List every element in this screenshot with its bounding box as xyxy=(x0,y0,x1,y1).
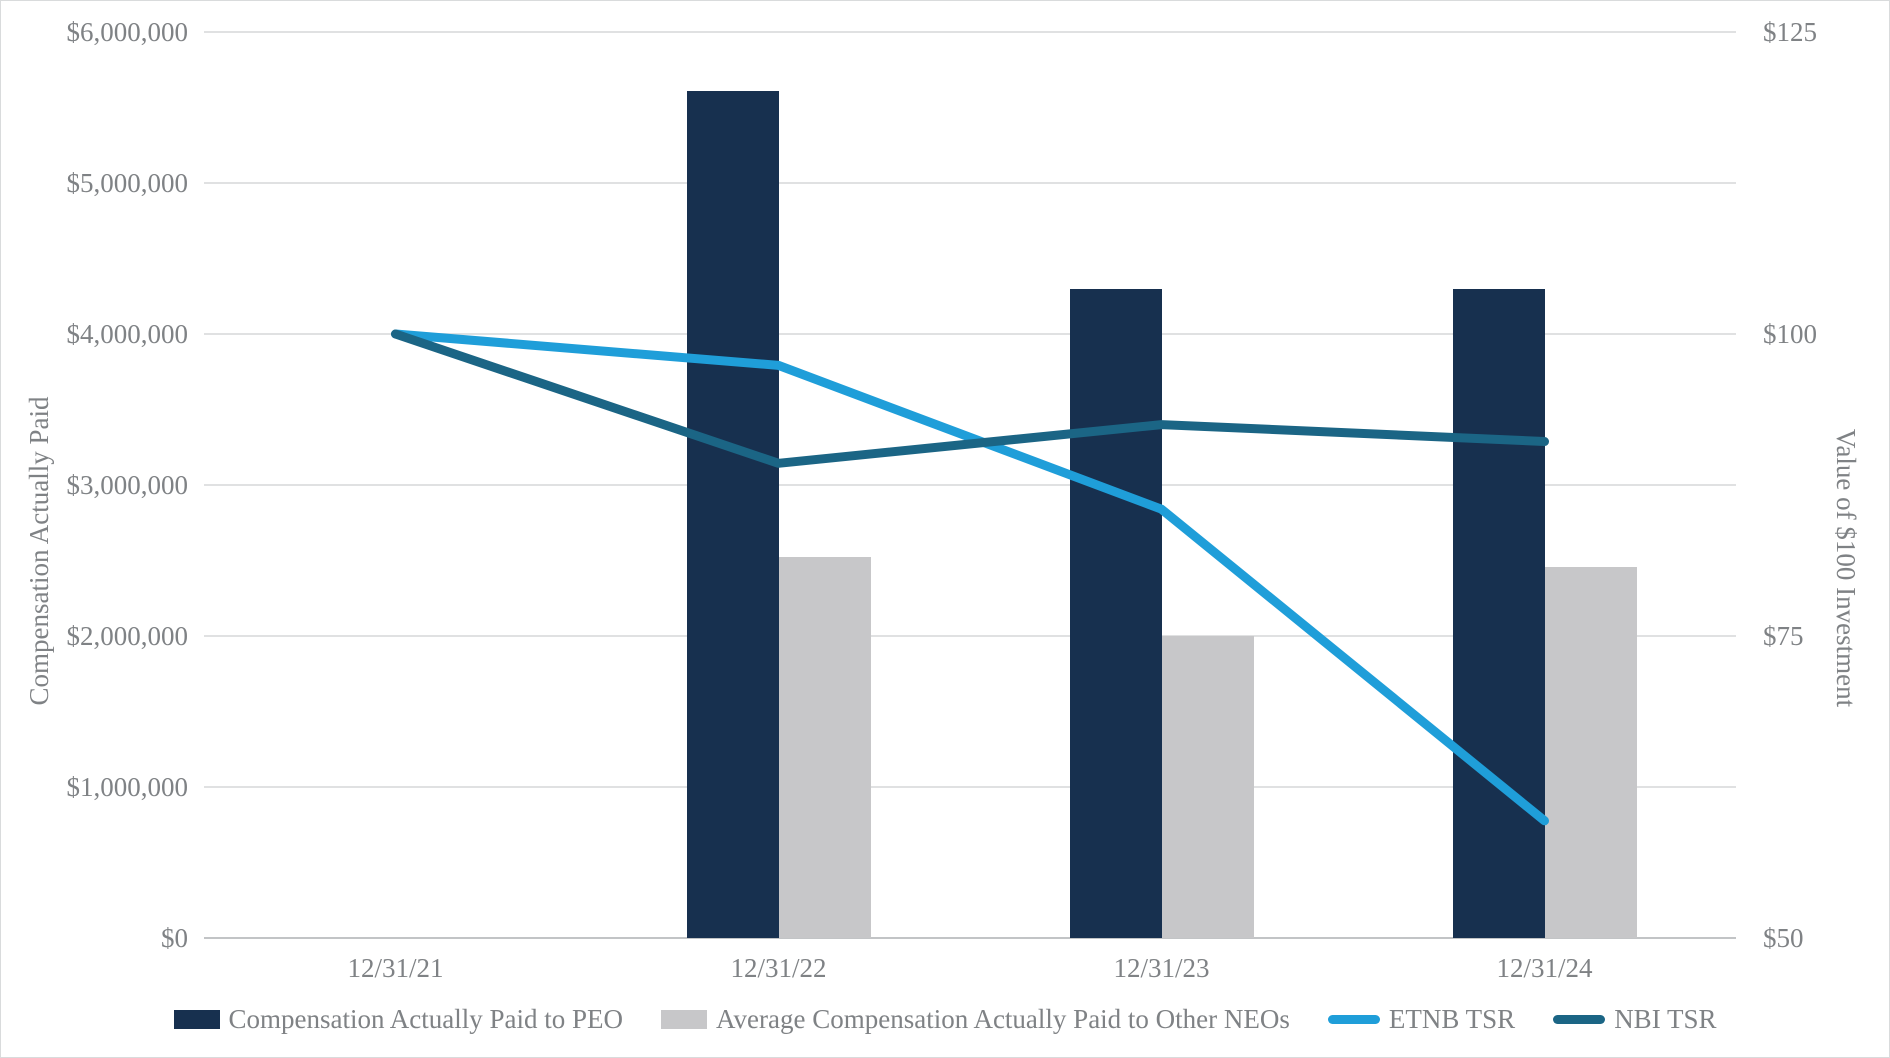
legend-label: ETNB TSR xyxy=(1388,1004,1516,1034)
legend-item-0: Compensation Actually Paid to PEO xyxy=(173,1004,624,1034)
right-axis-title: Value of $100 Investment xyxy=(1831,428,1861,708)
bar-peo-cap-3 xyxy=(1452,288,1545,938)
legend-item-2: ETNB TSR xyxy=(1327,1004,1516,1034)
right-axis-tick-label: $100 xyxy=(1763,319,1817,349)
gridline xyxy=(204,635,1736,637)
bar-neo-cap-3 xyxy=(1544,566,1637,938)
left-axis-tick-label: $2,000,000 xyxy=(66,621,189,651)
legend-bar-swatch-icon xyxy=(173,1009,220,1029)
bar-peo-cap-1 xyxy=(686,90,779,938)
legend-item-1: Average Compensation Actually Paid to Ot… xyxy=(661,1004,1290,1034)
legend-label: Compensation Actually Paid to PEO xyxy=(228,1004,624,1034)
left-axis-tick-label: $4,000,000 xyxy=(66,319,189,349)
right-axis-tick-label: $125 xyxy=(1763,17,1817,47)
left-axis-tick-label: $3,000,000 xyxy=(66,470,189,500)
left-axis-tick-label: $0 xyxy=(161,923,188,953)
x-axis-label-3: 12/31/24 xyxy=(1496,953,1593,983)
x-axis-label-2: 12/31/23 xyxy=(1113,953,1210,983)
gridline xyxy=(204,484,1736,486)
bar-peo-cap-2 xyxy=(1069,288,1162,938)
left-axis-title: Compensation Actually Paid xyxy=(24,396,54,706)
gridline xyxy=(204,786,1736,788)
legend-line-swatch-icon xyxy=(1327,1014,1380,1024)
left-axis-tick-label: $1,000,000 xyxy=(66,772,189,802)
x-axis-line xyxy=(204,937,1736,939)
right-axis-tick-label: $50 xyxy=(1763,923,1804,953)
line-nbi-tsr xyxy=(391,329,1549,468)
legend-label: Average Compensation Actually Paid to Ot… xyxy=(716,1004,1290,1034)
chart-legend: Compensation Actually Paid to PEO Average… xyxy=(1,999,1889,1039)
bar-neo-cap-2 xyxy=(1161,636,1254,938)
gridline xyxy=(204,31,1736,33)
legend-bar-swatch-icon xyxy=(661,1009,708,1029)
gridline xyxy=(204,182,1736,184)
x-axis-label-0: 12/31/21 xyxy=(347,953,444,983)
legend-line-swatch-icon xyxy=(1553,1014,1606,1024)
bar-neo-cap-1 xyxy=(778,557,871,938)
right-axis-tick-label: $75 xyxy=(1763,621,1804,651)
gridline xyxy=(204,333,1736,335)
left-axis-tick-label: $6,000,000 xyxy=(66,17,189,47)
left-axis-tick-label: $5,000,000 xyxy=(66,168,189,198)
line-etnb-tsr xyxy=(391,329,1549,826)
x-axis-label-1: 12/31/22 xyxy=(730,953,827,983)
legend-label: NBI TSR xyxy=(1614,1004,1717,1034)
legend-item-3: NBI TSR xyxy=(1553,1004,1716,1034)
